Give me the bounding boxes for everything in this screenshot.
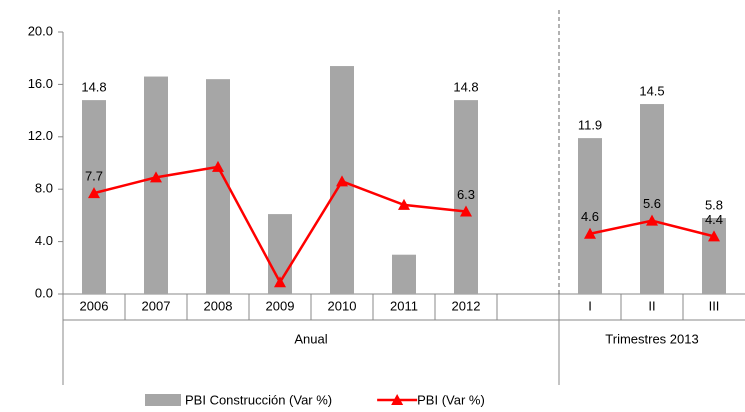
- data-label: 7.7: [85, 169, 103, 184]
- x-tick-label: 2012: [452, 298, 481, 313]
- x-tick-label: 2007: [142, 298, 171, 313]
- marker: [584, 227, 596, 239]
- legend-label: PBI Construcción (Var %): [185, 392, 332, 407]
- marker: [274, 276, 286, 288]
- marker: [212, 160, 224, 172]
- bar: [702, 218, 726, 294]
- bar: [206, 79, 230, 294]
- legend-marker: [391, 394, 404, 405]
- data-label: 5.8: [705, 197, 723, 212]
- marker: [398, 198, 410, 210]
- data-label: 6.3: [457, 187, 475, 202]
- bar: [144, 76, 168, 294]
- x-tick-label: II: [648, 298, 655, 313]
- x-tick-label: I: [588, 298, 592, 313]
- bar: [578, 138, 602, 294]
- data-label: 4.4: [705, 212, 723, 227]
- y-tick-label: 20.0: [28, 23, 53, 38]
- x-tick-label: 2010: [328, 298, 357, 313]
- y-tick-label: 12.0: [28, 128, 53, 143]
- data-label: 4.6: [581, 209, 599, 224]
- data-label: 14.8: [453, 80, 478, 95]
- data-label: 14.8: [81, 80, 106, 95]
- legend-swatch: [145, 394, 181, 406]
- x-tick-label: 2008: [204, 298, 233, 313]
- data-label: 11.9: [578, 118, 602, 133]
- group-label: Anual: [294, 331, 327, 346]
- marker: [150, 171, 162, 183]
- data-label: 5.6: [643, 196, 661, 211]
- marker: [460, 205, 472, 217]
- marker: [708, 230, 720, 242]
- y-tick-label: 4.0: [35, 233, 53, 248]
- marker: [646, 214, 658, 226]
- bar: [454, 100, 478, 295]
- data-label: 14.5: [639, 83, 664, 98]
- x-tick-label: 2011: [390, 298, 418, 313]
- x-tick-label: 2009: [266, 298, 295, 313]
- x-tick-label: 2006: [80, 298, 109, 313]
- group-label: Trimestres 2013: [605, 331, 698, 346]
- marker: [88, 187, 100, 199]
- y-tick-label: 0.0: [35, 285, 53, 300]
- bar: [640, 104, 664, 294]
- legend-label: PBI (Var %): [417, 392, 485, 407]
- y-tick-label: 16.0: [28, 76, 53, 91]
- x-tick-label: III: [709, 298, 720, 313]
- marker: [336, 175, 348, 187]
- y-tick-label: 8.0: [35, 181, 53, 196]
- bar: [392, 254, 416, 294]
